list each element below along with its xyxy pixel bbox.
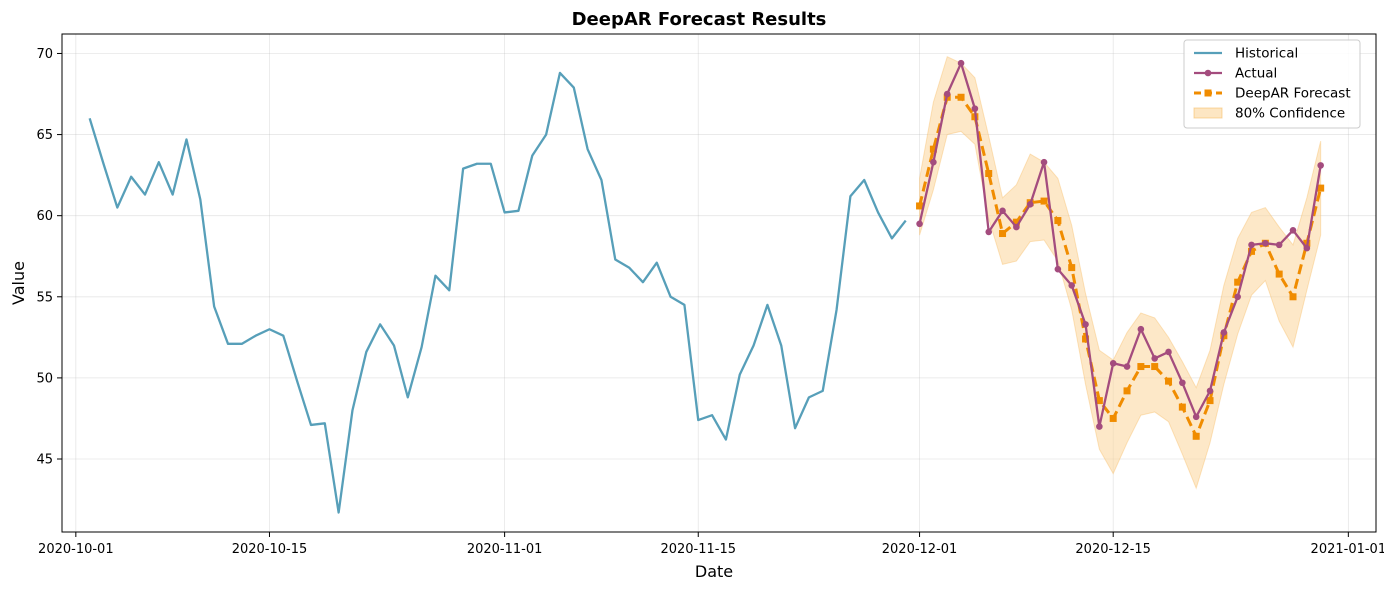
legend: Historical Actual DeepAR Forecast 80% Confi… xyxy=(1183,39,1361,129)
legend-swatch xyxy=(1193,107,1223,119)
deepar-forecast-point xyxy=(985,170,993,178)
actual-point xyxy=(1151,355,1158,362)
x-axis-label: Date xyxy=(695,562,733,581)
actual-point xyxy=(1317,162,1324,169)
legend-item: DeepAR Forecast xyxy=(1194,86,1351,102)
actual-point xyxy=(1013,223,1020,231)
deepar-forecast-point xyxy=(1054,217,1062,225)
actual-point xyxy=(1248,241,1255,249)
deepar-forecast-point xyxy=(1178,403,1186,411)
chart-title: DeepAR Forecast Results xyxy=(572,9,827,30)
actual-point xyxy=(1096,423,1103,430)
deepar-forecast-point xyxy=(999,230,1007,238)
actual-point xyxy=(1220,329,1228,336)
x-tick-label: 2020-10-15 xyxy=(232,542,308,557)
legend-item: Historical xyxy=(1194,46,1298,62)
actual-point xyxy=(1303,244,1311,252)
actual-point xyxy=(1109,359,1117,367)
y-tick-label: 60 xyxy=(36,209,53,224)
deepar-forecast-point xyxy=(1192,432,1200,440)
deepar-forecast-point xyxy=(1151,363,1159,371)
deepar-forecast-point xyxy=(1234,278,1242,286)
actual-point xyxy=(1179,379,1186,387)
y-axis: 45 50 55 60 65 70 xyxy=(36,47,62,468)
deepar-forecast-point xyxy=(1068,264,1076,272)
deepar-forecast-point xyxy=(1095,397,1103,405)
legend-item: 80% Confidence xyxy=(1193,106,1345,122)
deepar-forecast-point xyxy=(1082,335,1090,343)
x-tick-label: 2020-11-01 xyxy=(467,542,543,557)
grid xyxy=(62,34,1376,532)
confidence-band xyxy=(919,56,1322,490)
actual-point xyxy=(971,105,979,112)
x-tick-label: 2020-12-15 xyxy=(1075,542,1151,557)
legend-box xyxy=(1183,39,1361,129)
actual-point xyxy=(1206,387,1214,395)
legend-item: Actual xyxy=(1194,66,1277,82)
y-tick-label: 50 xyxy=(36,371,53,386)
legend-label: 80% Confidence xyxy=(1235,106,1345,122)
x-tick-label: 2020-10-01 xyxy=(38,542,114,557)
deepar-forecast-point xyxy=(1137,363,1145,371)
deepar-forecast-point xyxy=(929,145,937,153)
actual-point xyxy=(943,90,951,98)
actual-point xyxy=(1234,293,1241,301)
y-axis-label: Value xyxy=(9,261,28,305)
legend-label: Actual xyxy=(1235,66,1277,82)
actual-point xyxy=(957,59,965,67)
deepar-forecast-point xyxy=(957,93,965,101)
y-tick-label: 55 xyxy=(36,290,53,305)
deepar-forecast-point xyxy=(1123,387,1131,395)
deepar-forecast-point xyxy=(1289,293,1297,301)
y-tick-label: 45 xyxy=(36,453,53,468)
x-tick-label: 2020-11-15 xyxy=(660,542,736,557)
actual-point xyxy=(1068,282,1076,289)
actual-point xyxy=(1026,201,1034,208)
historical-line xyxy=(88,71,907,514)
actual-point xyxy=(985,228,993,236)
actual-point xyxy=(916,220,923,228)
x-tick-label: 2021-01-01 xyxy=(1311,542,1384,557)
actual-point xyxy=(1040,158,1048,166)
deepar-forecast-point xyxy=(916,202,924,210)
confidence-band-layer xyxy=(919,56,1322,490)
deepar-forecast-point xyxy=(1109,414,1117,422)
legend-marker xyxy=(1204,69,1212,77)
y-tick-label: 65 xyxy=(36,128,53,143)
x-tick-label: 2020-12-01 xyxy=(882,542,958,557)
actual-point xyxy=(1165,348,1172,356)
deepar-forecast-point xyxy=(1317,184,1325,192)
actual-point xyxy=(1123,363,1131,370)
deepar-forecast-point xyxy=(1165,377,1173,385)
actual-point xyxy=(1192,413,1200,421)
legend-marker xyxy=(1204,89,1212,97)
series-layer xyxy=(88,59,1325,514)
legend-label: DeepAR Forecast xyxy=(1235,86,1351,102)
deepar-forecast-point xyxy=(1275,270,1283,278)
actual-point xyxy=(1054,265,1062,273)
deepar-forecast-point xyxy=(1040,197,1048,205)
historical-series xyxy=(88,71,907,514)
actual-point xyxy=(1275,241,1283,249)
legend-label: Historical xyxy=(1235,46,1298,62)
actual-point xyxy=(1082,321,1089,328)
x-axis: 2020-10-01 2020-10-15 2020-11-01 2020-11-15… xyxy=(38,532,1384,557)
deepar-forecast-point xyxy=(1012,218,1020,226)
deepar-forecast-point xyxy=(1248,247,1256,255)
actual-point xyxy=(999,207,1006,215)
plot-frame xyxy=(61,33,1377,533)
actual-point xyxy=(930,158,937,166)
y-tick-label: 70 xyxy=(36,47,53,62)
actual-point xyxy=(1289,226,1297,234)
actual-point xyxy=(1262,239,1269,247)
deepar-forecast-point xyxy=(1206,397,1214,405)
actual-series xyxy=(916,59,1324,430)
actual-point xyxy=(1137,325,1145,333)
